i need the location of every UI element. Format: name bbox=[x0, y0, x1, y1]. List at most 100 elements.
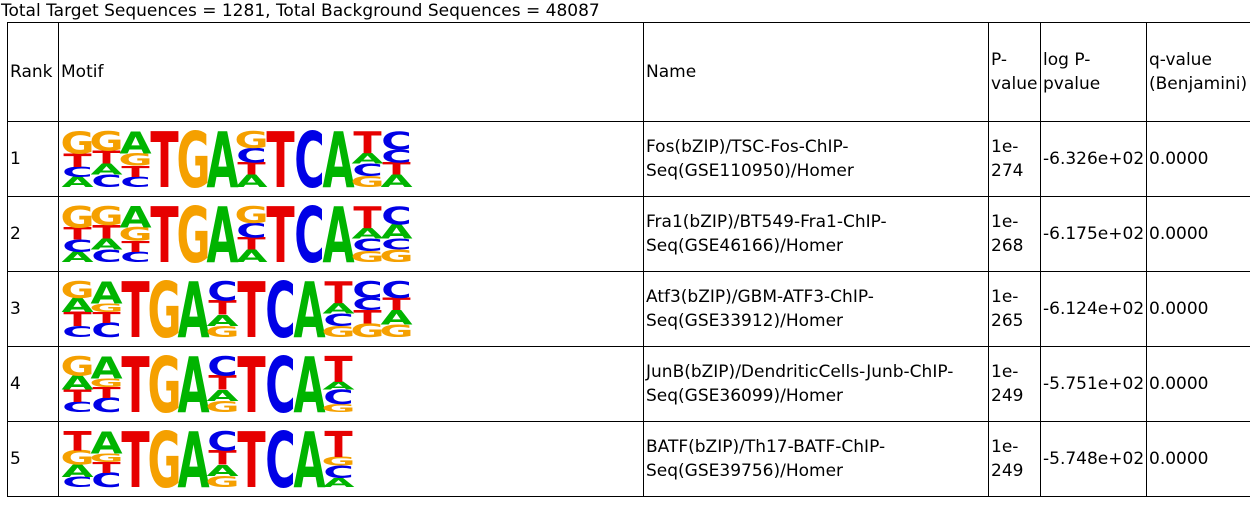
logo-letter-G: G bbox=[176, 204, 210, 264]
logo-letter-C: C bbox=[207, 354, 237, 383]
logo-letter-C: C bbox=[381, 204, 411, 231]
logo-letter-C: C bbox=[120, 249, 150, 264]
logo-letter-A: A bbox=[322, 476, 355, 489]
logo-letter-G: G bbox=[61, 129, 95, 161]
logo-letter-T: T bbox=[237, 429, 265, 489]
logo-letter-C: C bbox=[120, 174, 150, 189]
pvalue-cell: 1e-274 bbox=[988, 121, 1041, 197]
logo-letter-T: T bbox=[266, 204, 294, 264]
qvalue-cell: 0.0000 bbox=[1146, 121, 1250, 197]
logo-letter-T: T bbox=[353, 306, 381, 328]
summary-text: Total Target Sequences = 1281, Total Bac… bbox=[1, 1, 600, 21]
logo-letter-G: G bbox=[147, 429, 181, 489]
logo-letter-A: A bbox=[351, 151, 383, 167]
logo-letter-C: C bbox=[62, 237, 92, 256]
logo-letter-C: C bbox=[352, 161, 382, 180]
motif-name-link[interactable]: Fra1(bZIP)/BT549-Fra1-ChIP-Seq(GSE46166)… bbox=[643, 196, 989, 272]
pvalue-cell: 1e-249 bbox=[988, 346, 1041, 422]
logo-letter-G: G bbox=[380, 247, 414, 264]
logo-letter-A: A bbox=[61, 249, 93, 264]
logo-letter-T: T bbox=[63, 225, 92, 244]
logo-letter-G: G bbox=[206, 398, 240, 414]
logo-letter-A: A bbox=[119, 204, 151, 235]
logo-letter-C: C bbox=[352, 236, 382, 255]
logo-letter-A: A bbox=[293, 279, 325, 339]
logo-letter-G: G bbox=[380, 322, 414, 339]
logo-letter-C: C bbox=[236, 144, 266, 167]
logo-letter-T: T bbox=[63, 429, 91, 458]
log-pvalue-cell: -6.175e+02 bbox=[1040, 196, 1147, 272]
logo-letter-T: T bbox=[237, 354, 265, 414]
logo-letter-T: T bbox=[237, 160, 266, 179]
logo-letter-T: T bbox=[121, 238, 150, 256]
logo-letter-A: A bbox=[322, 380, 355, 392]
logo-letter-G: G bbox=[89, 204, 123, 232]
logo-letter-A: A bbox=[61, 462, 94, 481]
motif-results-table: Rank Motif Name P-value log P-pvalue q-v… bbox=[7, 22, 1250, 497]
logo-letter-G: G bbox=[176, 129, 210, 189]
rank-cell: 2 bbox=[7, 196, 59, 272]
logo-letter-T: T bbox=[121, 163, 150, 181]
logo-letter-T: T bbox=[63, 387, 92, 406]
rank-cell: 1 bbox=[7, 121, 59, 197]
logo-letter-A: A bbox=[90, 236, 123, 254]
rank-cell: 3 bbox=[7, 271, 59, 347]
logo-letter-G: G bbox=[61, 447, 94, 470]
logo-letter-A: A bbox=[90, 279, 123, 311]
logo-letter-C: C bbox=[62, 323, 92, 339]
logo-letter-G: G bbox=[90, 129, 124, 158]
logo-letter-C: C bbox=[323, 311, 353, 330]
log-pvalue-cell: -6.326e+02 bbox=[1040, 121, 1147, 197]
motif-name-link[interactable]: Atf3(bZIP)/GBM-ATF3-ChIP-Seq(GSE33912)/H… bbox=[643, 271, 989, 347]
logo-letter-C: C bbox=[91, 469, 121, 489]
logo-letter-T: T bbox=[92, 221, 120, 243]
logo-letter-T: T bbox=[208, 297, 236, 320]
logo-letter-C: C bbox=[381, 129, 411, 156]
logo-letter-G: G bbox=[147, 279, 181, 339]
logo-letter-T: T bbox=[382, 295, 411, 314]
logo-letter-C: C bbox=[265, 279, 295, 339]
pvalue-cell: 1e-249 bbox=[988, 421, 1041, 497]
motif-name-link[interactable]: JunB(bZIP)/DendriticCells-Junb-ChIP-Seq(… bbox=[643, 346, 989, 422]
logo-letter-T: T bbox=[150, 129, 178, 189]
logo-letter-A: A bbox=[90, 429, 123, 461]
pvalue-header: P-value bbox=[988, 22, 1041, 122]
logo-letter-T: T bbox=[150, 204, 178, 264]
pvalue-cell: 1e-268 bbox=[988, 196, 1041, 272]
motif-name-link[interactable]: Fos(bZIP)/TSC-Fos-ChIP-Seq(GSE110950)/Ho… bbox=[643, 121, 989, 197]
logo-letter-A: A bbox=[206, 462, 239, 480]
logo-letter-T: T bbox=[92, 309, 121, 327]
logo-letter-G: G bbox=[322, 323, 356, 339]
logo-letter-T: T bbox=[353, 129, 381, 161]
log-pvalue-cell: -5.748e+02 bbox=[1040, 421, 1147, 497]
motif-name-link[interactable]: BATF(bZIP)/Th17-BATF-ChIP-Seq(GSE39756)/… bbox=[643, 421, 989, 497]
logo-letter-A: A bbox=[235, 172, 268, 189]
logo-letter-T: T bbox=[324, 354, 353, 391]
logo-letter-A: A bbox=[61, 372, 93, 395]
logo-letter-A: A bbox=[206, 387, 239, 405]
logo-letter-G: G bbox=[351, 173, 385, 189]
logo-letter-A: A bbox=[206, 312, 239, 330]
logo-letter-G: G bbox=[350, 320, 384, 339]
logo-letter-C: C bbox=[91, 394, 121, 414]
logo-letter-G: G bbox=[147, 354, 181, 414]
logo-letter-A: A bbox=[61, 294, 93, 317]
logo-letter-T: T bbox=[382, 160, 411, 179]
logo-letter-C: C bbox=[381, 146, 411, 167]
logo-letter-T: T bbox=[208, 372, 236, 395]
log-pvalue-header: log P-pvalue bbox=[1040, 22, 1147, 122]
qvalue-header: q-value (Benjamini) bbox=[1146, 22, 1250, 122]
logo-letter-A: A bbox=[322, 129, 354, 189]
logo-letter-A: A bbox=[322, 204, 354, 264]
